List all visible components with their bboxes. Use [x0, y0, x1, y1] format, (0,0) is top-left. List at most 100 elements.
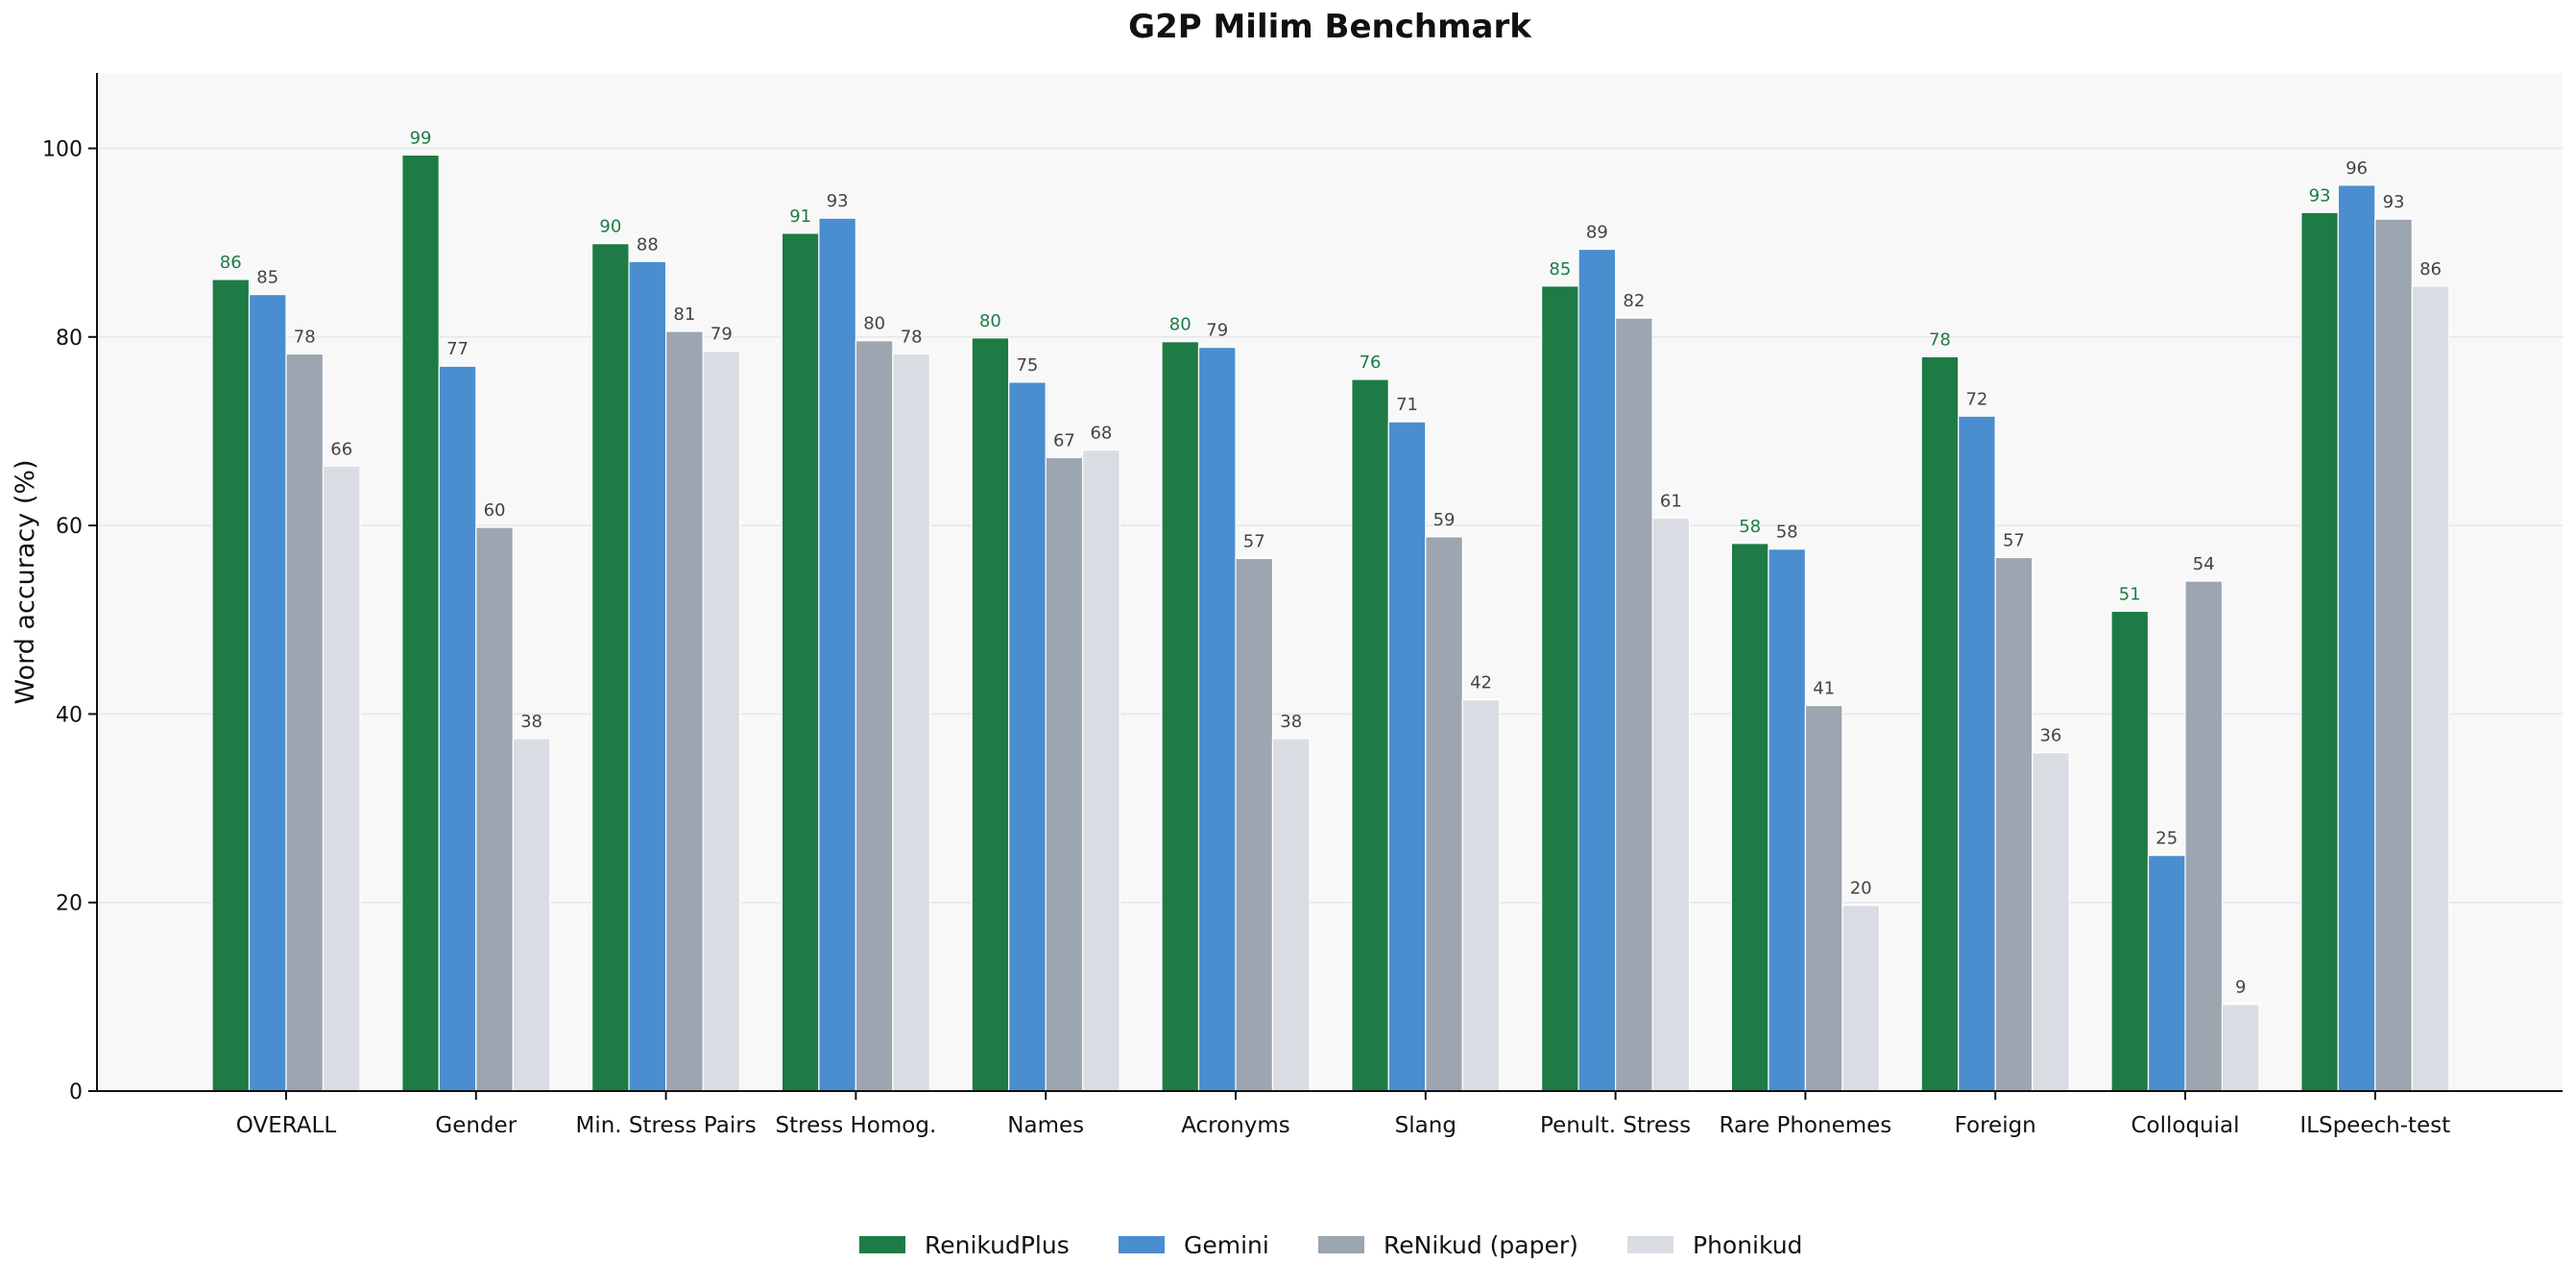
bar-value-label: 58	[1739, 517, 1761, 537]
chart-title: G2P Milim Benchmark	[1128, 8, 1532, 46]
bar-value-label: 80	[979, 311, 1001, 331]
bar-value-label: 81	[673, 304, 695, 325]
bar	[2147, 855, 2186, 1092]
bar-value-label: 91	[789, 206, 811, 227]
legend-label: Gemini	[1184, 1231, 1269, 1259]
bar	[1730, 543, 1769, 1092]
bar	[285, 352, 325, 1092]
x-tick-label: Min. Stress Pairs	[575, 1113, 756, 1138]
bar	[1235, 557, 1274, 1092]
bar-value-label: 78	[1929, 329, 1951, 350]
bar-value-label: 72	[1965, 389, 1987, 409]
bar-value-label: 93	[827, 191, 849, 211]
bar	[401, 154, 440, 1092]
bar	[248, 294, 287, 1092]
x-tick-label: Rare Phonemes	[1720, 1113, 1892, 1138]
bar-value-label: 78	[294, 327, 316, 347]
bar	[438, 365, 477, 1092]
bar-value-label: 85	[256, 268, 278, 288]
bar	[2032, 752, 2070, 1092]
bar	[2184, 580, 2224, 1092]
legend-label: RenikudPlus	[925, 1231, 1070, 1259]
bar	[1045, 456, 1084, 1092]
y-axis-label: Word accuracy (%)	[11, 459, 40, 704]
y-axis-ticks: 0 20 40 60 80 100	[42, 138, 97, 1105]
bar-value-label: 77	[446, 339, 469, 359]
bar	[702, 350, 741, 1092]
bar-value-label: 41	[1813, 679, 1835, 699]
bar-value-label: 96	[2346, 158, 2368, 179]
legend-swatch	[1627, 1236, 1673, 1253]
x-tick-label: Slang	[1395, 1113, 1457, 1138]
bar	[1008, 381, 1047, 1092]
x-tick-label: ILSpeech-test	[2299, 1113, 2450, 1138]
bar-value-label: 86	[2420, 259, 2442, 279]
bar-value-label: 51	[2119, 584, 2141, 604]
x-tick-label: Colloquial	[2131, 1113, 2239, 1138]
bar-value-label: 25	[2155, 829, 2178, 849]
bar-value-label: 85	[1549, 259, 1571, 279]
bar-value-labels: 86 85 78 66 99 77 60 38 90 88 81 79 91 93 80 78 80 75 67 68…	[220, 128, 2442, 997]
bar-value-label: 38	[520, 712, 542, 732]
bar	[1614, 317, 1653, 1092]
x-tick-label: Foreign	[1955, 1113, 2036, 1138]
bar	[781, 232, 820, 1092]
bar	[211, 279, 251, 1092]
legend-label: ReNikud (paper)	[1384, 1231, 1578, 1259]
x-tick-label: Gender	[435, 1113, 517, 1138]
bar	[475, 526, 514, 1092]
bar	[2374, 218, 2413, 1092]
y-tick-label: 60	[56, 515, 83, 539]
bar	[2411, 285, 2450, 1092]
bar	[1804, 704, 1843, 1092]
bar	[1387, 421, 1427, 1092]
y-tick-label: 80	[56, 327, 83, 351]
y-tick-label: 100	[42, 138, 83, 162]
bar	[1577, 248, 1617, 1092]
bar	[1768, 548, 1807, 1092]
bar-value-label: 68	[1090, 424, 1112, 444]
bar-value-label: 71	[1396, 395, 1418, 415]
bar-value-label: 66	[330, 439, 352, 459]
bar-value-label: 54	[2193, 554, 2215, 574]
bar-value-label: 99	[410, 128, 432, 148]
bar-value-label: 20	[1850, 879, 1872, 899]
bar	[2337, 184, 2376, 1092]
bar-value-label: 93	[2383, 192, 2405, 212]
x-axis-ticks: OVERALL Gender Min. Stress Pairs Stress Hom…	[236, 1091, 2450, 1138]
bar	[1651, 517, 1691, 1092]
bar	[590, 243, 630, 1092]
bar	[1351, 378, 1389, 1092]
bar-value-label: 89	[1586, 223, 1608, 243]
bar-value-label: 9	[2235, 978, 2246, 998]
bar-value-label: 82	[1623, 291, 1645, 311]
bar-value-label: 80	[1169, 315, 1192, 335]
bar-value-label: 58	[1776, 522, 1798, 543]
bar	[892, 352, 931, 1092]
bar-value-label: 38	[1280, 712, 1302, 732]
bars	[211, 154, 2450, 1092]
bar-value-label: 36	[2039, 726, 2061, 746]
bar	[2300, 211, 2339, 1092]
bar-value-label: 80	[863, 314, 885, 334]
y-tick-label: 40	[56, 703, 83, 727]
bar-value-label: 59	[1433, 510, 1456, 530]
bar	[818, 217, 857, 1092]
bar	[1461, 699, 1501, 1092]
bar	[1958, 415, 1996, 1092]
x-tick-label: Penult. Stress	[1540, 1113, 1691, 1138]
legend-label: Phonikud	[1693, 1231, 1802, 1259]
bar	[1161, 341, 1200, 1092]
bar	[322, 465, 361, 1092]
bar-value-label: 61	[1660, 491, 1682, 511]
legend-swatch	[1318, 1236, 1364, 1253]
bar	[628, 260, 667, 1092]
bar	[971, 337, 1010, 1092]
bar	[2221, 1004, 2260, 1092]
bar	[1994, 556, 2034, 1092]
bar-value-label: 57	[1243, 531, 1265, 551]
bar	[1271, 738, 1311, 1092]
x-tick-label: Acronyms	[1181, 1113, 1290, 1138]
bar	[855, 340, 894, 1092]
